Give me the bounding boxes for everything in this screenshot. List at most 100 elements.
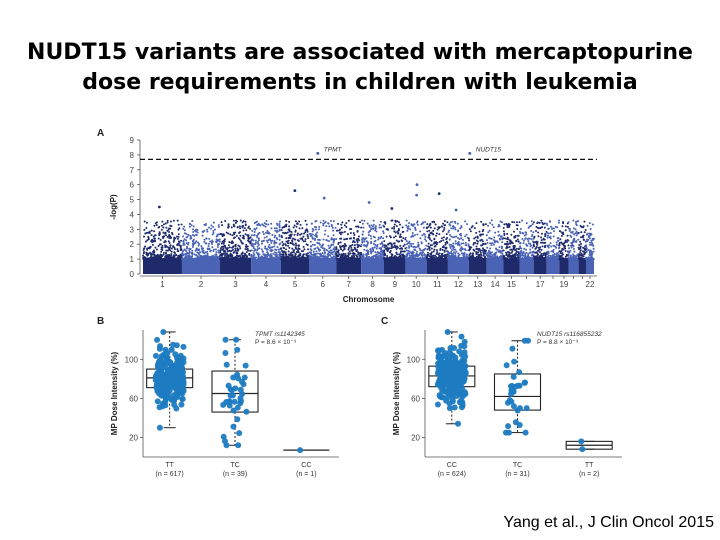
manhattan-point bbox=[475, 239, 478, 242]
manhattan-point bbox=[374, 244, 377, 247]
manhattan-point bbox=[404, 236, 407, 239]
manhattan-point bbox=[546, 253, 549, 256]
manhattan-point bbox=[274, 234, 277, 237]
manhattan-point bbox=[503, 223, 506, 226]
manhattan-point bbox=[227, 223, 230, 226]
manhattan-point bbox=[442, 239, 445, 242]
manhattan-point bbox=[444, 241, 447, 244]
manhattan-point bbox=[437, 226, 440, 229]
manhattan-point bbox=[580, 225, 583, 228]
manhattan-point bbox=[215, 240, 218, 243]
manhattan-point bbox=[270, 246, 273, 249]
manhattan-point bbox=[559, 238, 562, 241]
manhattan-y-tick-label: 6 bbox=[130, 181, 135, 190]
manhattan-point bbox=[446, 221, 449, 224]
manhattan-point bbox=[358, 244, 361, 247]
manhattan-point bbox=[450, 235, 453, 238]
manhattan-point bbox=[190, 258, 193, 261]
manhattan-point bbox=[194, 249, 197, 252]
manhattan-point bbox=[154, 246, 157, 249]
manhattan-point bbox=[515, 250, 518, 253]
manhattan-point bbox=[323, 233, 326, 236]
manhattan-point bbox=[544, 241, 547, 244]
manhattan-point bbox=[168, 236, 171, 239]
manhattan-point bbox=[547, 234, 550, 237]
manhattan-point bbox=[383, 250, 386, 253]
manhattan-point bbox=[429, 231, 432, 234]
manhattan-point bbox=[574, 221, 577, 224]
manhattan-point bbox=[491, 258, 494, 261]
manhattan-point bbox=[319, 257, 322, 260]
manhattan-point bbox=[151, 238, 154, 241]
manhattan-point bbox=[343, 246, 346, 249]
manhattan-point bbox=[239, 247, 242, 250]
manhattan-point bbox=[275, 257, 278, 260]
manhattan-point bbox=[315, 250, 318, 253]
manhattan-point bbox=[212, 231, 215, 234]
manhattan-point bbox=[572, 253, 575, 256]
manhattan-point bbox=[582, 238, 585, 241]
manhattan-point bbox=[312, 237, 315, 240]
manhattan-y-tick-label: 5 bbox=[130, 196, 135, 205]
manhattan-point bbox=[169, 227, 172, 230]
manhattan-point bbox=[529, 242, 532, 245]
manhattan-point bbox=[374, 251, 377, 254]
box-point bbox=[158, 359, 165, 366]
manhattan-point bbox=[306, 252, 309, 255]
manhattan-point bbox=[376, 245, 379, 248]
manhattan-point bbox=[473, 237, 476, 240]
manhattan-point bbox=[452, 247, 455, 250]
manhattan-point bbox=[506, 236, 509, 239]
manhattan-point bbox=[469, 230, 472, 233]
manhattan-point bbox=[256, 220, 259, 223]
manhattan-point bbox=[325, 225, 328, 228]
manhattan-point bbox=[195, 230, 198, 233]
manhattan-point bbox=[340, 223, 343, 226]
manhattan-point bbox=[266, 251, 269, 254]
manhattan-band bbox=[578, 259, 586, 274]
manhattan-point bbox=[222, 242, 225, 245]
manhattan-point bbox=[442, 246, 445, 249]
manhattan-point bbox=[575, 230, 578, 233]
manhattan-point bbox=[422, 251, 425, 254]
manhattan-point bbox=[393, 242, 396, 245]
manhattan-x-tick-label: 22 bbox=[586, 280, 595, 289]
manhattan-point bbox=[482, 223, 485, 226]
manhattan-point bbox=[267, 257, 270, 260]
manhattan-point bbox=[395, 225, 398, 228]
manhattan-point bbox=[460, 226, 463, 229]
manhattan-band bbox=[533, 259, 547, 274]
manhattan-point bbox=[454, 240, 457, 243]
manhattan-point bbox=[409, 228, 412, 231]
manhattan-point bbox=[342, 244, 345, 247]
manhattan-point bbox=[293, 233, 296, 236]
manhattan-point bbox=[298, 227, 301, 230]
manhattan-point bbox=[460, 252, 463, 255]
manhattan-point bbox=[380, 241, 383, 244]
manhattan-point bbox=[192, 225, 195, 228]
manhattan-point bbox=[244, 248, 247, 251]
manhattan-point bbox=[245, 251, 248, 254]
manhattan-point bbox=[256, 249, 259, 252]
manhattan-point bbox=[197, 244, 200, 247]
manhattan-point bbox=[327, 253, 330, 256]
manhattan-point bbox=[455, 257, 458, 260]
manhattan-point bbox=[285, 253, 288, 256]
manhattan-point bbox=[398, 258, 401, 261]
manhattan-point bbox=[296, 248, 299, 251]
manhattan-point bbox=[319, 221, 322, 224]
manhattan-point bbox=[510, 257, 513, 260]
manhattan-point bbox=[227, 256, 230, 259]
manhattan-point bbox=[546, 244, 549, 247]
manhattan-point bbox=[228, 246, 231, 249]
manhattan-point bbox=[310, 222, 313, 225]
manhattan-point bbox=[452, 248, 455, 251]
manhattan-point bbox=[512, 254, 515, 257]
manhattan-point bbox=[226, 254, 229, 257]
manhattan-point bbox=[481, 247, 484, 250]
manhattan-point bbox=[313, 225, 316, 228]
manhattan-point bbox=[575, 241, 578, 244]
manhattan-point bbox=[221, 233, 224, 236]
manhattan-point bbox=[263, 236, 266, 239]
manhattan-point bbox=[399, 235, 402, 238]
